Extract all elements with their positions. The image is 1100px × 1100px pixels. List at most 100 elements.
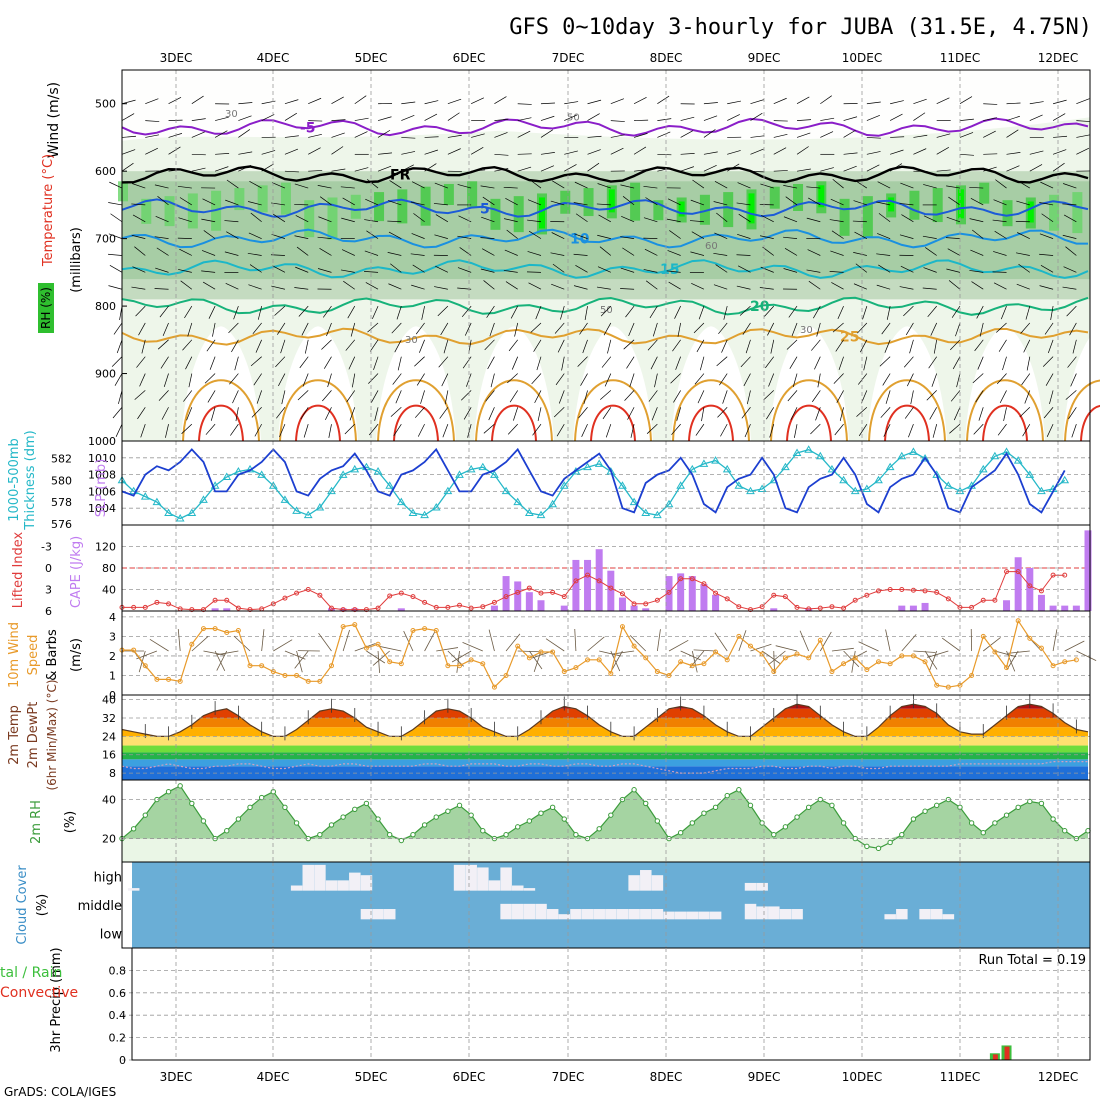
wind-barb xyxy=(843,129,856,138)
rh-high-cell xyxy=(793,183,804,211)
wind-barb xyxy=(773,147,787,155)
li-point xyxy=(922,588,928,594)
bottom-date-label: 11DEC xyxy=(940,1070,980,1084)
rh-high-cell xyxy=(699,194,710,225)
cape-tick-label: 120 xyxy=(95,541,116,554)
wind-barb xyxy=(233,635,251,652)
wind-barb xyxy=(364,271,379,273)
bottom-date-label: 7DEC xyxy=(552,1070,585,1084)
wind-barb xyxy=(1065,390,1077,400)
temp-band xyxy=(122,745,1088,753)
wind-barb xyxy=(620,184,635,189)
thickness-point xyxy=(664,499,674,508)
wind-barb xyxy=(833,373,844,384)
temp-tick-label: 8 xyxy=(109,767,116,780)
wind-barb xyxy=(111,356,123,367)
wind-barb xyxy=(261,629,265,652)
wind-barb xyxy=(946,216,961,223)
wind-barb xyxy=(597,183,611,189)
wind-barb xyxy=(573,202,588,206)
wind-barb xyxy=(959,96,973,105)
dry-boundary-layer xyxy=(867,326,947,441)
rh2m-point xyxy=(701,810,707,816)
wind-barb xyxy=(378,152,393,155)
rh-contour-label: 30 xyxy=(800,325,813,336)
wind-barb xyxy=(666,270,681,273)
rh2m-point xyxy=(235,816,242,822)
wind-barb xyxy=(507,373,518,384)
wind-barb xyxy=(344,423,356,435)
wind-speed-label: Speed xyxy=(26,635,41,676)
wind-barb xyxy=(643,269,658,273)
li-point xyxy=(305,587,311,592)
temp-contour-label: -5 xyxy=(300,120,316,136)
li-point xyxy=(876,588,882,594)
rh-contour-label: 30 xyxy=(405,335,418,346)
cloud-high-bar xyxy=(290,885,303,891)
wind-barb xyxy=(604,373,612,387)
thickness-point xyxy=(1037,486,1046,495)
wind-barb xyxy=(155,267,169,273)
wind-barb xyxy=(232,390,239,404)
wind-barb xyxy=(796,96,810,105)
thickness-tick-label: 580 xyxy=(51,474,72,487)
cape-bar xyxy=(1003,600,1011,611)
wind-barb xyxy=(161,407,169,420)
wind-barb xyxy=(690,199,705,206)
wind-barb xyxy=(901,634,917,652)
wind-barb xyxy=(401,101,416,105)
cloud-middle-bar xyxy=(663,911,675,920)
top-date-label: 9DEC xyxy=(748,51,781,65)
wind-barb xyxy=(811,390,821,403)
wind-barb xyxy=(490,373,495,388)
wind-barb xyxy=(610,650,621,672)
temp-contour-label: 20 xyxy=(750,299,770,315)
rh-high-cell xyxy=(350,194,361,219)
wind-barb xyxy=(354,643,376,652)
thickness-point xyxy=(641,508,651,516)
li-point xyxy=(515,589,521,595)
rh2m-point xyxy=(503,831,509,838)
temp-contour-30 xyxy=(574,379,652,442)
cloud-middle-bar xyxy=(744,903,757,920)
wind-barb xyxy=(411,233,425,239)
cloud-middle-bar xyxy=(896,909,908,920)
wind-speed-point xyxy=(457,663,463,669)
wind-barb xyxy=(878,264,891,273)
temp-contour-30 xyxy=(475,379,553,442)
wind-barb xyxy=(831,230,844,239)
rh2m-point xyxy=(224,828,230,834)
wind-barb xyxy=(439,407,449,419)
wind-barb xyxy=(145,98,159,105)
temp-contour-30 xyxy=(868,379,946,442)
li-point xyxy=(969,604,975,610)
rh-high-cell xyxy=(280,182,291,215)
rh2m-point xyxy=(1062,828,1068,834)
wind-barb xyxy=(577,356,588,367)
rh-high-cell xyxy=(1049,194,1060,231)
wind-barb xyxy=(666,218,681,223)
wind-barb xyxy=(610,134,625,138)
wind-barb xyxy=(838,356,844,371)
wind-speed-point xyxy=(282,672,288,678)
rh2m-point xyxy=(689,820,695,826)
wind-barb xyxy=(145,147,159,155)
wind-barb xyxy=(611,650,623,671)
wind-barb xyxy=(716,212,728,223)
wind-barb xyxy=(504,249,518,256)
cape-bar xyxy=(537,600,545,611)
wind-barb xyxy=(1029,101,1044,105)
wind-barb xyxy=(667,198,681,206)
wind-barb xyxy=(436,647,459,652)
wind-barb xyxy=(489,322,495,337)
rh-high-cell xyxy=(979,182,990,204)
wind-barb xyxy=(108,233,123,239)
wind-barb xyxy=(1045,373,1054,386)
wind-barb xyxy=(226,179,239,189)
wind-barb xyxy=(667,250,681,256)
wind-barb xyxy=(278,373,286,387)
wind-barb xyxy=(657,131,671,138)
thickness-point xyxy=(222,472,232,480)
wind-barb xyxy=(273,639,293,652)
wind-speed-point xyxy=(619,624,625,630)
